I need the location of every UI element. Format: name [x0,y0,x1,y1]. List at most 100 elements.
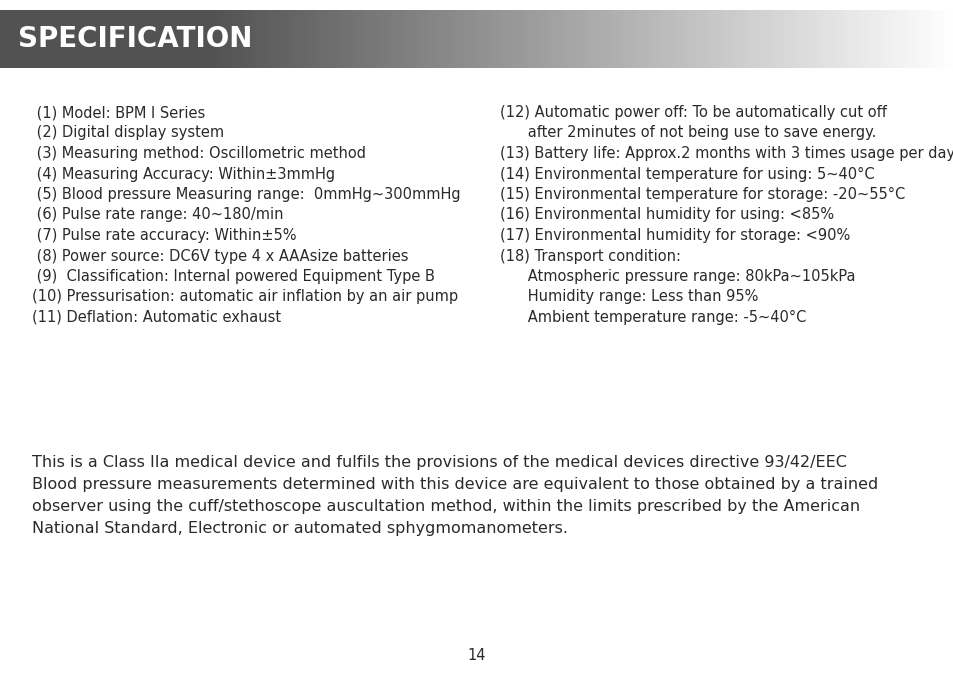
Bar [613,10,618,68]
Bar [455,10,458,68]
Bar [114,10,118,68]
Bar [550,10,554,68]
Bar [508,10,513,68]
Bar [883,10,887,68]
Bar [388,10,392,68]
Bar [267,10,271,68]
Bar [534,10,537,68]
Bar [791,10,795,68]
Bar [724,10,728,68]
Bar [403,10,408,68]
Bar [779,10,782,68]
Bar [598,10,601,68]
Bar [207,10,211,68]
Bar [293,10,296,68]
Bar [70,10,74,68]
Bar [820,10,823,68]
Bar [270,10,274,68]
Bar [89,10,93,68]
Bar [131,10,134,68]
Bar [308,10,313,68]
Bar [632,10,637,68]
Bar [794,10,799,68]
Bar [31,10,36,68]
Text: (15) Environmental temperature for storage: -20~55°C: (15) Environmental temperature for stora… [499,187,904,202]
Bar [699,10,703,68]
Bar [184,10,189,68]
Bar [905,10,909,68]
Bar [254,10,258,68]
Bar [912,10,916,68]
Bar [174,10,179,68]
Bar [286,10,290,68]
Bar [641,10,646,68]
Bar [813,10,818,68]
Bar [702,10,706,68]
Bar [922,10,925,68]
Bar [750,10,754,68]
Bar [559,10,563,68]
Bar [464,10,468,68]
Bar [283,10,287,68]
Bar [584,10,589,68]
Bar [708,10,713,68]
Bar [305,10,309,68]
Bar [460,10,465,68]
Bar [12,10,17,68]
Bar [48,10,51,68]
Bar [934,10,938,68]
Bar [51,10,55,68]
Bar [276,10,280,68]
Text: after 2minutes of not being use to save energy.: after 2minutes of not being use to save … [499,125,876,140]
Bar [556,10,560,68]
Bar [241,10,246,68]
Bar [483,10,487,68]
Bar [899,10,903,68]
Bar [908,10,913,68]
Bar [162,10,166,68]
Bar [400,10,404,68]
Text: observer using the cuff/stethoscope auscultation method, within the limits presc: observer using the cuff/stethoscope ausc… [32,499,860,514]
Bar [537,10,541,68]
Bar [803,10,808,68]
Bar [362,10,366,68]
Bar [839,10,842,68]
Bar [867,10,871,68]
Bar [38,10,42,68]
Bar [457,10,461,68]
Bar [133,10,137,68]
Bar [67,10,71,68]
Bar [181,10,185,68]
Bar [705,10,709,68]
Bar [743,10,747,68]
Text: (12) Automatic power off: To be automatically cut off: (12) Automatic power off: To be automati… [499,105,886,120]
Bar [274,10,277,68]
Bar [679,10,684,68]
Bar [92,10,96,68]
Bar [639,10,642,68]
Bar [740,10,744,68]
Bar [712,10,716,68]
Bar [848,10,852,68]
Bar [756,10,760,68]
Bar [807,10,811,68]
Bar [753,10,757,68]
Text: (4) Measuring Accuracy: Within±3mmHg: (4) Measuring Accuracy: Within±3mmHg [32,166,335,181]
Bar [197,10,201,68]
Bar [391,10,395,68]
Bar [76,10,80,68]
Bar [172,10,175,68]
Bar [474,10,477,68]
Bar [610,10,614,68]
Bar [527,10,532,68]
Bar [117,10,122,68]
Text: Humidity range: Less than 95%: Humidity range: Less than 95% [499,289,758,304]
Bar [16,10,20,68]
Bar [517,10,522,68]
Bar [191,10,194,68]
Bar [245,10,249,68]
Bar [416,10,420,68]
Bar [505,10,509,68]
Text: (8) Power source: DC6V type 4 x AAAsize batteries: (8) Power source: DC6V type 4 x AAAsize … [32,248,408,263]
Bar [689,10,694,68]
